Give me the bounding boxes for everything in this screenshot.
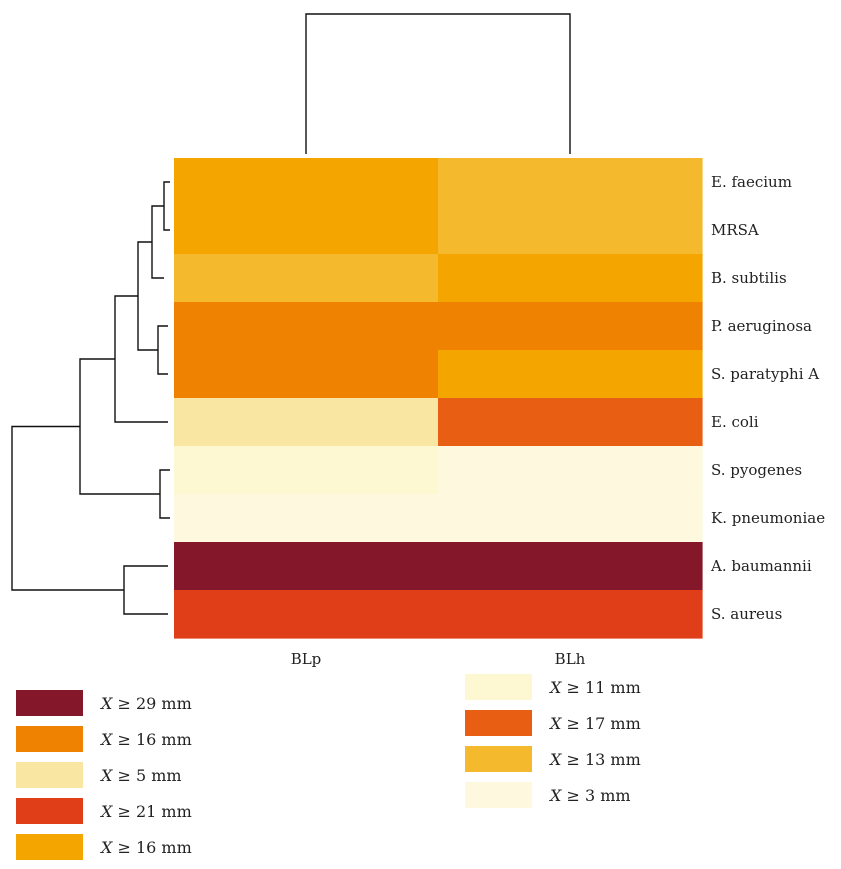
heatmap-cell-s-pyogenes-blh: [438, 446, 703, 495]
row-label: MRSA: [711, 221, 759, 239]
legend-threshold: ≥ 11 mm: [561, 677, 641, 697]
legend-label: X ≥ 17 mm: [550, 714, 641, 733]
legend-item: X ≥ 29 mm: [16, 688, 192, 718]
heatmap-cell-mrsa-blh: [438, 206, 703, 255]
legend-swatch: [16, 762, 83, 788]
legend-swatch: [16, 726, 83, 752]
legend-label: X ≥ 5 mm: [101, 766, 182, 785]
legend-variable: X: [101, 765, 113, 785]
row-label: S. pyogenes: [711, 461, 802, 479]
legend-variable: X: [101, 837, 113, 857]
legend-threshold: ≥ 29 mm: [112, 693, 192, 713]
legend-swatch: [16, 690, 83, 716]
row-dendrogram-branch: [137, 241, 158, 351]
heatmap-cell-s-paratyphi-a-blh: [438, 350, 703, 399]
row-dendrogram: [11, 181, 170, 615]
row-dendrogram-branch: [123, 565, 168, 615]
legend-threshold: ≥ 16 mm: [112, 837, 192, 857]
legend-swatch: [16, 834, 83, 860]
legend-variable: X: [550, 785, 562, 805]
heatmap-cell-k-pneumoniae-blh: [438, 494, 703, 543]
column-label: BLh: [555, 650, 586, 668]
legend-item: X ≥ 3 mm: [465, 780, 631, 810]
legend-swatch: [465, 674, 532, 700]
heatmap-cell-e-coli-blp: [174, 398, 439, 447]
heatmap-cell-e-coli-blh: [438, 398, 703, 447]
legend-swatch: [465, 746, 532, 772]
row-dendrogram-branch: [79, 358, 160, 495]
heatmap-cell-b-subtilis-blp: [174, 254, 439, 303]
row-label: K. pneumoniae: [711, 509, 825, 527]
heatmap-cell-e-faecium-blh: [438, 158, 703, 207]
heatmap-cell-s-aureus-blh: [438, 590, 703, 639]
legend-threshold: ≥ 16 mm: [112, 729, 192, 749]
heatmap-cells: [174, 158, 703, 639]
legend-variable: X: [101, 693, 113, 713]
legend-item: X ≥ 5 mm: [16, 760, 182, 790]
row-label: E. faecium: [711, 173, 792, 191]
legend-label: X ≥ 3 mm: [550, 786, 631, 805]
column-dendrogram-branch: [305, 13, 571, 154]
row-dendrogram-branch: [151, 205, 164, 279]
legend-swatch: [16, 798, 83, 824]
row-label: P. aeruginosa: [711, 317, 812, 335]
legend-threshold: ≥ 3 mm: [561, 785, 631, 805]
row-dendrogram-branch: [11, 425, 124, 591]
heatmap-cell-a-baumannii-blp: [174, 542, 439, 591]
row-label: B. subtilis: [711, 269, 787, 287]
heatmap-cell-p-aeruginosa-blh: [438, 302, 703, 351]
heatmap-cell-a-baumannii-blh: [438, 542, 703, 591]
legend-item: X ≥ 16 mm: [16, 832, 192, 862]
legend-variable: X: [101, 729, 113, 749]
legend-variable: X: [550, 713, 562, 733]
legend-threshold: ≥ 21 mm: [112, 801, 192, 821]
row-dendrogram-branch: [114, 295, 168, 423]
row-label: E. coli: [711, 413, 759, 431]
legend-threshold: ≥ 17 mm: [561, 713, 641, 733]
heatmap-cell-e-faecium-blp: [174, 158, 439, 207]
legend-variable: X: [550, 749, 562, 769]
legend-variable: X: [550, 677, 562, 697]
heatmap-cell-s-aureus-blp: [174, 590, 439, 639]
legend-threshold: ≥ 13 mm: [561, 749, 641, 769]
column-label: BLp: [291, 650, 322, 668]
legend-label: X ≥ 13 mm: [550, 750, 641, 769]
legend-label: X ≥ 21 mm: [101, 802, 192, 821]
row-dendrogram-branch: [163, 181, 170, 231]
row-label: A. baumannii: [710, 557, 812, 575]
legend-item: X ≥ 16 mm: [16, 724, 192, 754]
legend-item: X ≥ 13 mm: [465, 744, 641, 774]
legend-item: X ≥ 21 mm: [16, 796, 192, 826]
heatmap-cell-p-aeruginosa-blp: [174, 302, 439, 351]
row-label: S. paratyphi A: [711, 365, 819, 383]
legend-swatch: [465, 782, 532, 808]
heatmap-cell-s-pyogenes-blp: [174, 446, 439, 495]
heatmap-cell-b-subtilis-blh: [438, 254, 703, 303]
legend-label: X ≥ 29 mm: [101, 694, 192, 713]
column-labels: BLp BLh: [291, 650, 586, 668]
column-dendrogram: [305, 13, 571, 154]
heatmap-cell-s-paratyphi-a-blp: [174, 350, 439, 399]
legend-item: X ≥ 11 mm: [465, 672, 641, 702]
row-label: S. aureus: [711, 605, 782, 623]
legend-item: X ≥ 17 mm: [465, 708, 641, 738]
legend-label: X ≥ 16 mm: [101, 730, 192, 749]
heatmap-cell-mrsa-blp: [174, 206, 439, 255]
legend-swatch: [465, 710, 532, 736]
heatmap-cell-k-pneumoniae-blp: [174, 494, 439, 543]
legend-variable: X: [101, 801, 113, 821]
row-dendrogram-branch: [157, 325, 168, 375]
legend-threshold: ≥ 5 mm: [112, 765, 182, 785]
row-dendrogram-branch: [159, 469, 170, 519]
legend-label: X ≥ 16 mm: [101, 838, 192, 857]
row-labels: E. faecium MRSA B. subtilis P. aeruginosa S.…: [710, 173, 825, 623]
legend-label: X ≥ 11 mm: [550, 678, 641, 697]
